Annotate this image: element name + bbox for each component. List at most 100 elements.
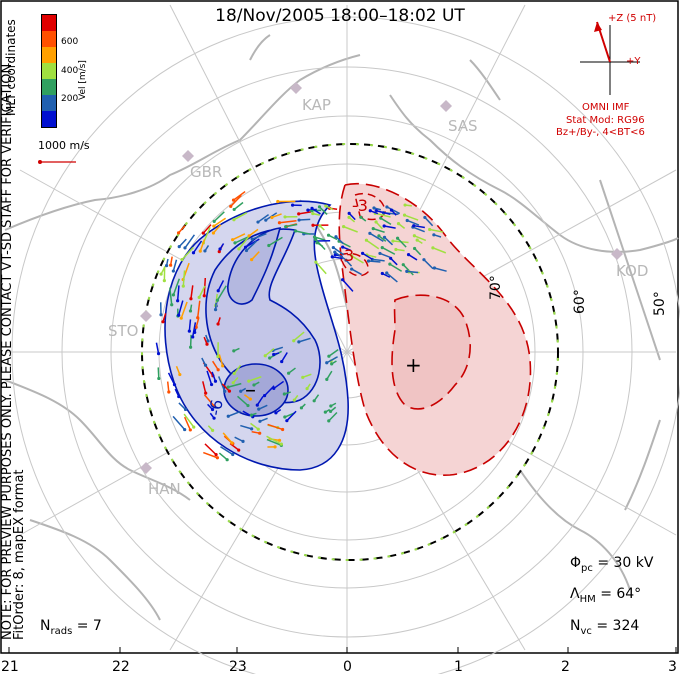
velocity-vector-dot (348, 212, 351, 215)
velocity-vector-dot (314, 238, 317, 241)
velocity-vector-dot (283, 392, 286, 395)
velocity-vector-dot (246, 404, 249, 407)
n-rads-stat: Nrads = 7 (40, 618, 102, 637)
n-vc-value: = 324 (596, 618, 639, 634)
velocity-vector-dot (173, 383, 176, 386)
velocity-vector-dot (177, 314, 180, 317)
station-marker (140, 310, 152, 322)
lat-label: 70° (488, 275, 504, 300)
imf-condition: Bz+/By-, 4<BT<6 (556, 127, 645, 138)
mlt-tick-label: 3 (668, 659, 677, 675)
velocity-vector-dot (167, 390, 170, 393)
colorbar-tick-600: 600 (61, 37, 78, 47)
velocity-vector-dot (416, 239, 419, 242)
velocity-vector-dot (406, 219, 409, 222)
velocity-vector-dot (244, 246, 247, 249)
velocity-vector-dot (324, 410, 327, 413)
velocity-vector-dot (172, 269, 175, 272)
velocity-vector (173, 260, 176, 271)
velocity-vector-dot (189, 297, 192, 300)
velocity-vector-dot (325, 361, 328, 364)
velocity-vector-dot (250, 427, 253, 430)
station-label: KAP (302, 96, 331, 114)
velocity-vector-dot (324, 204, 327, 207)
potential-min-mark: – (245, 380, 256, 402)
velocity-vector-dot (402, 263, 405, 266)
velocity-vector-dot (214, 380, 217, 383)
velocity-vector-dot (233, 208, 236, 211)
preview-note: NOTE: FOR PREVIEW PURPOSES ONLY. PLEASE … (2, 60, 26, 640)
velocity-vector-dot (381, 272, 384, 275)
velocity-vector-dot (278, 439, 281, 442)
mlt-tick-label: 0 (343, 659, 352, 675)
imf-y-label: +Y (626, 56, 641, 67)
velocity-vector-dot (365, 239, 368, 242)
velocity-vector-dot (169, 264, 172, 267)
velocity-vector-dot (313, 399, 316, 402)
velocity-vector-dot (403, 203, 406, 206)
velocity-vector-dot (350, 267, 353, 270)
velocity-vector-dot (388, 262, 391, 265)
velocity-vector-dot (293, 398, 296, 401)
velocity-vector-dot (270, 216, 273, 219)
velocity-vector-dot (216, 322, 219, 325)
velocity-vector-dot (301, 376, 304, 379)
velocity-vector-dot (250, 414, 253, 417)
lambda-hm-stat: ΛHM = 64° (570, 586, 641, 605)
velocity-vector-dot (257, 408, 260, 411)
velocity-vector-dot (327, 355, 330, 358)
velocity-vector-dot (367, 259, 370, 262)
velocity-vector-dot (272, 353, 275, 356)
velocity-vector-dot (184, 408, 187, 411)
velocity-vector-dot (172, 293, 175, 296)
velocity-vector-dot (189, 428, 192, 431)
velocity-vector-dot (385, 205, 388, 208)
station-marker (140, 462, 152, 474)
velocity-vector-dot (276, 200, 279, 203)
colorbar-tick-400: 400 (61, 66, 78, 76)
velocity-vector-dot (221, 364, 224, 367)
velocity-vector (299, 219, 310, 220)
velocity-vector-dot (347, 216, 350, 219)
velocity-vector-dot (205, 343, 208, 346)
velocity-vector-dot (178, 373, 181, 376)
velocity-vector-dot (170, 303, 173, 306)
velocity-vector-dot (405, 270, 408, 273)
velocity-vector-dot (232, 349, 235, 352)
velocity-vector-dot (212, 231, 215, 234)
velocity-vector-dot (192, 251, 195, 254)
vector-scale-dot (38, 160, 42, 164)
velocity-vector-dot (394, 248, 397, 251)
velocity-vector-dot (377, 234, 380, 237)
velocity-vector-dot (281, 428, 284, 431)
velocity-vector-dot (306, 209, 309, 212)
velocity-vector-dot (310, 207, 313, 210)
mlt-axis-ticks (9, 647, 676, 653)
velocity-vector-dot (413, 234, 416, 237)
positive-potential-cell (339, 184, 530, 476)
lat-label: 60° (572, 289, 588, 314)
velocity-vector-dot (331, 255, 334, 258)
mlt-tick-label: 1 (454, 659, 463, 675)
velocity-vector-dot (239, 390, 242, 393)
velocity-vector-dot (280, 360, 283, 363)
velocity-vector-dot (432, 233, 435, 236)
velocity-vector-dot (189, 309, 192, 312)
velocity-vector-dot (372, 206, 375, 209)
velocity-vector-dot (397, 222, 400, 225)
station-label: HAN (148, 480, 181, 498)
velocity-vector-dot (180, 258, 183, 261)
colorbar-segment (42, 79, 56, 95)
velocity-vector-dot (214, 308, 217, 311)
velocity-vector-dot (369, 209, 372, 212)
velocity-vector-dot (283, 415, 286, 418)
velocity-vector-dot (189, 346, 192, 349)
velocity-vector-dot (217, 368, 220, 371)
velocity-vector (158, 367, 159, 378)
velocity-vector-dot (157, 352, 160, 355)
velocity-vector-dot (183, 246, 186, 249)
velocity-vector-dot (237, 448, 240, 451)
velocity-vector-dot (223, 390, 226, 393)
velocity-vector-dot (325, 378, 328, 381)
vector-scale-label: 1000 m/s (38, 139, 90, 152)
